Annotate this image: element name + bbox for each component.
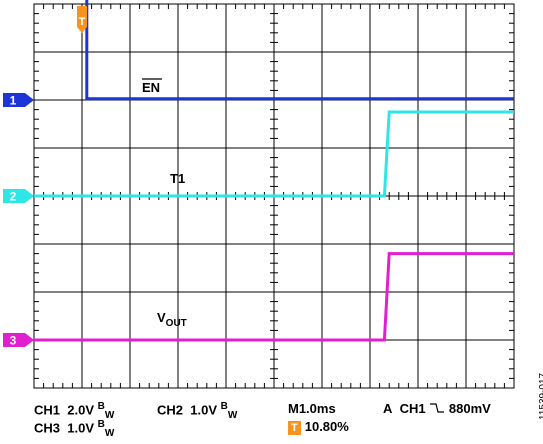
trigger-icon: T xyxy=(288,421,301,435)
vout-label-main: V xyxy=(157,310,166,325)
footer-ch3-line: CH3 1.0V BW xyxy=(34,419,114,439)
footer-trigger-position: T 10.80% xyxy=(288,419,349,435)
footer-trig-src: CH1 xyxy=(399,401,426,416)
footer-ch2-bw: B xyxy=(220,401,228,412)
footer-ch1-bw-sub: W xyxy=(104,409,115,421)
trigger-position-marker: T xyxy=(77,6,87,33)
channel-3-marker: 3 xyxy=(3,333,34,348)
trace-en xyxy=(85,0,514,101)
footer-ch3-bw-sub: W xyxy=(104,427,115,439)
en-label: EN xyxy=(142,80,160,95)
channel-marker-arrow xyxy=(3,189,34,203)
channel-marker-arrow xyxy=(3,93,34,107)
footer-ch1-line: CH1 2.0V BW xyxy=(34,401,114,421)
trigger-marker-label: T xyxy=(79,16,86,28)
channel-2-marker: 2 xyxy=(3,189,34,204)
channel-1-marker: 1 xyxy=(3,93,34,108)
trace-vout xyxy=(34,252,514,342)
channel-marker-label: 3 xyxy=(10,334,17,348)
graticule xyxy=(34,4,514,388)
channel-marker-arrow xyxy=(3,333,34,347)
footer-ch2: CH2 xyxy=(157,402,184,418)
vout-label-sub: OUT xyxy=(166,318,187,329)
footer-timebase: M1.0ms xyxy=(288,401,336,416)
figure-id: 11539-017 xyxy=(538,372,543,420)
trigger-marker-shape xyxy=(77,6,87,33)
trace-t1 xyxy=(34,110,514,198)
footer-trig-mode: A xyxy=(383,401,393,416)
footer-ch2-bw-sub: W xyxy=(227,409,238,421)
oscilloscope-screen: 1 2 3 T EN T1 VOUT xyxy=(3,0,515,389)
footer-ch2-line: CH2 1.0V BW xyxy=(157,401,237,421)
footer-ch3-scale: 1.0V xyxy=(67,420,94,436)
traces xyxy=(34,0,514,342)
footer-trigger: A CH1 880mV xyxy=(383,401,491,416)
falling-edge-icon xyxy=(430,403,445,413)
footer-ch1: CH1 xyxy=(34,402,61,418)
footer-ch1-scale: 2.0V xyxy=(67,402,94,418)
t1-label: T1 xyxy=(170,171,185,186)
footer-ch3: CH3 xyxy=(34,420,61,436)
footer-ch1-bw: B xyxy=(97,401,105,412)
channel-markers: 1 2 3 T xyxy=(3,6,87,348)
footer-ch2-scale: 1.0V xyxy=(190,402,217,418)
vout-label: VOUT xyxy=(157,310,187,329)
channel-marker-label: 2 xyxy=(10,190,17,204)
footer-trig-level: 880mV xyxy=(448,401,491,416)
footer-ch3-bw: B xyxy=(97,419,105,430)
footer-trigger-pos: 10.80% xyxy=(304,419,349,434)
channel-marker-label: 1 xyxy=(10,94,17,108)
